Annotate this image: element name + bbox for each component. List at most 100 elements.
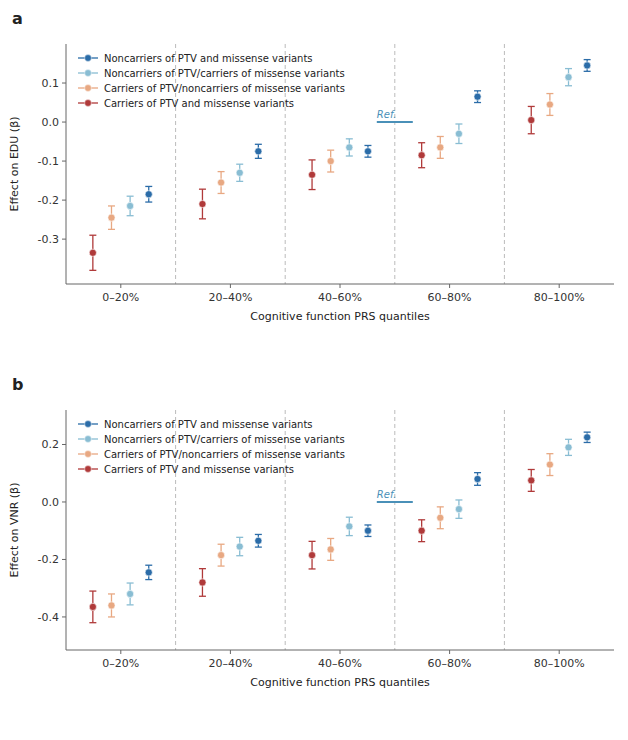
error-cap [565,68,572,69]
error-cap [418,519,425,520]
error-cap [199,568,206,569]
point [455,130,462,137]
x-tick [449,650,450,654]
series [145,60,591,202]
error-cap [236,537,243,538]
point [89,249,96,256]
x-tick [120,284,121,288]
error-cap [528,106,535,107]
error-cap [327,538,334,539]
point [236,169,243,176]
point [217,179,224,186]
point [418,527,425,534]
error-cap [565,439,572,440]
error-cap [455,143,462,144]
error-cap [346,138,353,139]
error-cap [218,171,225,172]
legend-marker [85,55,92,62]
point [346,144,353,151]
error-cap [455,518,462,519]
y-tick-label: 0.0 [42,496,60,509]
point [455,506,462,513]
group-separator [175,44,176,284]
plot-area [89,432,590,623]
y-axis-line [66,410,67,650]
error-cap [127,604,134,605]
plot-area [89,60,590,271]
point [236,543,243,550]
error-cap [327,171,334,172]
point [145,191,152,198]
y-axis-label: Effect on EDU (β) [8,117,21,212]
point [565,74,572,81]
error-cap [474,472,481,473]
error-cap [236,555,243,556]
error-cap [218,193,225,194]
panel: b-0.4-0.20.00.20–20%20–40%40–60%60–80%80… [8,375,614,689]
error-cap [255,534,262,535]
error-cap [565,85,572,86]
error-cap [145,565,152,566]
point [308,171,315,178]
error-cap [346,155,353,156]
y-tick [62,616,66,617]
error-cap [418,142,425,143]
x-tick-label: 0–20% [102,291,139,304]
error-cap [236,181,243,182]
legend-entry: Noncarriers of PTV and missense variants [104,419,313,430]
error-cap [455,123,462,124]
error-cap [584,431,591,432]
error-cap [455,499,462,500]
error-cap [364,157,371,158]
point [308,552,315,559]
y-tick-label: -0.2 [38,194,59,207]
x-axis-label: Cognitive function PRS quantiles [250,310,430,323]
y-tick-label: -0.4 [38,611,59,624]
series [89,106,535,270]
error-cap [127,215,134,216]
error-cap [145,186,152,187]
error-cap [364,536,371,537]
error-cap [546,115,553,116]
group-separator [394,410,395,650]
point [108,214,115,221]
error-cap [145,579,152,580]
legend-marker [85,436,92,443]
x-tick-label: 80–100% [534,657,585,670]
x-tick [449,284,450,288]
error-cap [474,90,481,91]
x-tick-label: 40–60% [318,291,362,304]
point [418,152,425,159]
error-cap [199,189,206,190]
point [255,148,262,155]
y-tick-label: 0.1 [42,77,60,90]
point [546,461,553,468]
error-cap [89,622,96,623]
y-axis-label: Effect on VNR (β) [8,483,21,578]
error-cap [584,59,591,60]
error-cap [199,596,206,597]
error-cap [474,102,481,103]
point [474,93,481,100]
legend-marker [85,85,92,92]
error-cap [327,149,334,150]
group-separator [175,410,176,650]
legend-entry: Carriers of PTV/noncarriers of missense … [104,83,345,94]
error-cap [418,541,425,542]
group-separator [285,44,286,284]
error-cap [437,158,444,159]
error-cap [108,205,115,206]
x-tick [340,650,341,654]
y-tick-label: -0.3 [38,233,59,246]
group-separator [504,44,505,284]
x-tick [120,650,121,654]
error-cap [309,568,316,569]
point [327,157,334,164]
error-cap [327,560,334,561]
group-separator [285,410,286,650]
point [584,434,591,441]
x-tick [230,650,231,654]
point [364,527,371,534]
error-cap [309,189,316,190]
error-cap [565,455,572,456]
